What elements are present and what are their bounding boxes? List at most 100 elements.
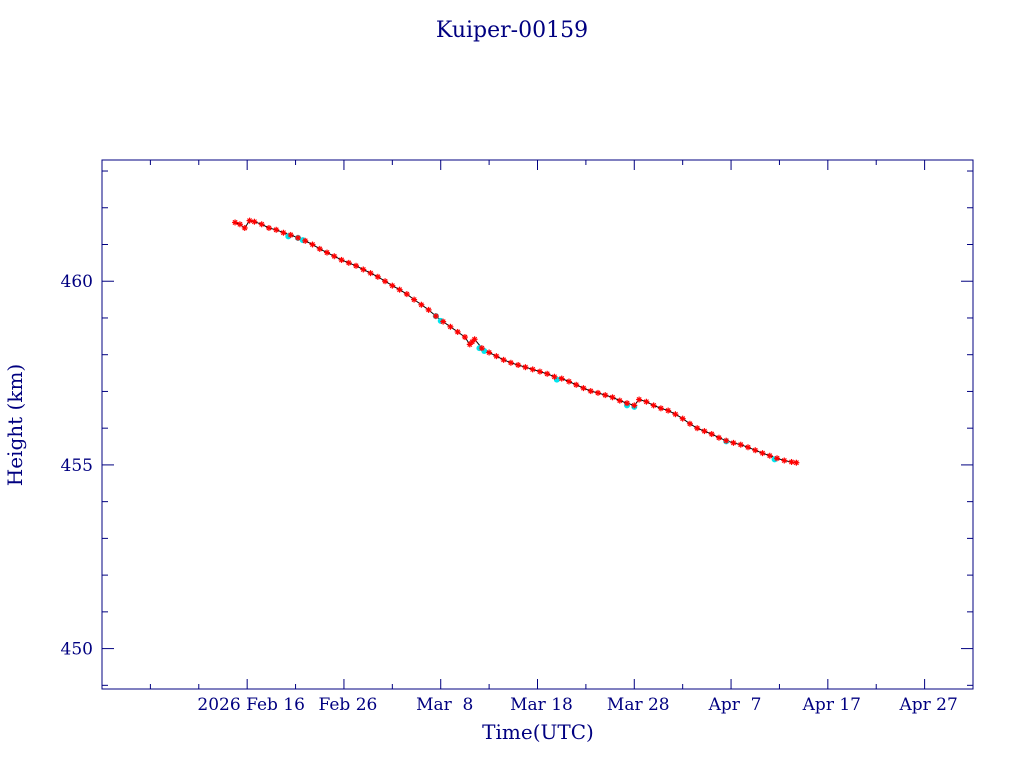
primary-point (353, 262, 360, 269)
primary-point (396, 286, 403, 293)
x-tick-label: Apr 7 (708, 695, 762, 715)
primary-point (715, 434, 722, 441)
primary-point (766, 452, 773, 459)
primary-point (447, 323, 454, 330)
primary-point (287, 231, 294, 238)
primary-point (602, 392, 609, 399)
primary-point (345, 259, 352, 266)
primary-point (331, 253, 338, 260)
primary-series (232, 217, 800, 466)
trend-line-path (234, 220, 797, 464)
primary-point (251, 218, 258, 225)
primary-point (536, 368, 543, 375)
x-tick-label: Mar 28 (607, 695, 670, 715)
primary-point (551, 373, 558, 380)
primary-point (759, 450, 766, 457)
primary-point (440, 318, 447, 325)
primary-point (236, 221, 243, 228)
x-tick-label: 2026 Feb 16 (197, 695, 305, 715)
primary-point (280, 229, 287, 236)
y-tick-label: 450 (61, 640, 93, 660)
primary-point (493, 353, 500, 360)
primary-point (737, 441, 744, 448)
primary-point (609, 394, 616, 401)
primary-point (665, 407, 672, 414)
primary-point (500, 356, 507, 363)
primary-point (241, 224, 248, 231)
primary-point (478, 345, 485, 352)
primary-point (650, 402, 657, 409)
primary-point (672, 411, 679, 418)
primary-point (708, 431, 715, 438)
primary-point (636, 396, 643, 403)
primary-point (389, 282, 396, 289)
primary-point (461, 334, 468, 341)
primary-point (374, 273, 381, 280)
primary-point (679, 415, 686, 422)
primary-point (382, 278, 389, 285)
primary-point (507, 359, 514, 366)
primary-point (573, 381, 580, 388)
primary-point (694, 425, 701, 432)
primary-point (454, 328, 461, 335)
primary-point (403, 291, 410, 298)
primary-point (631, 402, 638, 409)
primary-point (744, 444, 751, 451)
x-axis-label: Time(UTC) (482, 720, 594, 744)
primary-point (294, 234, 301, 241)
primary-point (273, 226, 280, 233)
primary-point (309, 241, 316, 248)
primary-point (360, 266, 367, 273)
trend-line (234, 220, 797, 464)
primary-point (565, 378, 572, 385)
x-axis: 2026 Feb 16 Feb 26 Mar 8 Mar 18 Mar 28 Apr 7 A… (101, 160, 974, 715)
chart-title: Kuiper-00159 (436, 18, 588, 43)
primary-point (616, 397, 623, 404)
primary-point (730, 439, 737, 446)
x-tick-label: Feb 26 (319, 695, 378, 715)
primary-point (723, 437, 730, 444)
primary-point (624, 400, 631, 407)
primary-point (529, 366, 536, 373)
primary-point (544, 370, 551, 377)
primary-point (232, 219, 239, 226)
primary-point (657, 405, 664, 412)
x-tick-label: Mar 8 (416, 695, 473, 715)
y-axis-label: Height (km) (3, 364, 27, 486)
plot-frame (101, 159, 974, 690)
primary-point (471, 336, 478, 343)
primary-point (338, 256, 345, 263)
primary-point (302, 237, 309, 244)
primary-point (258, 221, 265, 228)
primary-point (752, 447, 759, 454)
primary-point (246, 217, 253, 224)
primary-point (781, 457, 788, 464)
y-axis: 450 455 460 (61, 170, 973, 686)
x-tick-label: Mar 18 (510, 695, 573, 715)
y-tick-label: 455 (61, 456, 93, 476)
primary-point (580, 385, 587, 392)
primary-point (788, 458, 795, 465)
primary-point (522, 364, 529, 371)
primary-point (418, 301, 425, 308)
primary-point (643, 398, 650, 405)
primary-point (324, 249, 331, 256)
primary-point (793, 459, 800, 466)
primary-point (774, 455, 781, 462)
primary-point (558, 375, 565, 382)
primary-point (316, 245, 323, 252)
primary-point (486, 349, 493, 356)
primary-point (594, 389, 601, 396)
primary-point (686, 420, 693, 427)
x-tick-label: Apr 17 (802, 695, 861, 715)
x-tick-label: Apr 27 (898, 695, 957, 715)
y-tick-label: 460 (61, 272, 93, 292)
primary-point (265, 224, 272, 231)
primary-point (411, 296, 418, 303)
primary-point (515, 361, 522, 368)
primary-point (701, 428, 708, 435)
primary-point (432, 313, 439, 320)
primary-point (425, 306, 432, 313)
primary-point (587, 388, 594, 395)
